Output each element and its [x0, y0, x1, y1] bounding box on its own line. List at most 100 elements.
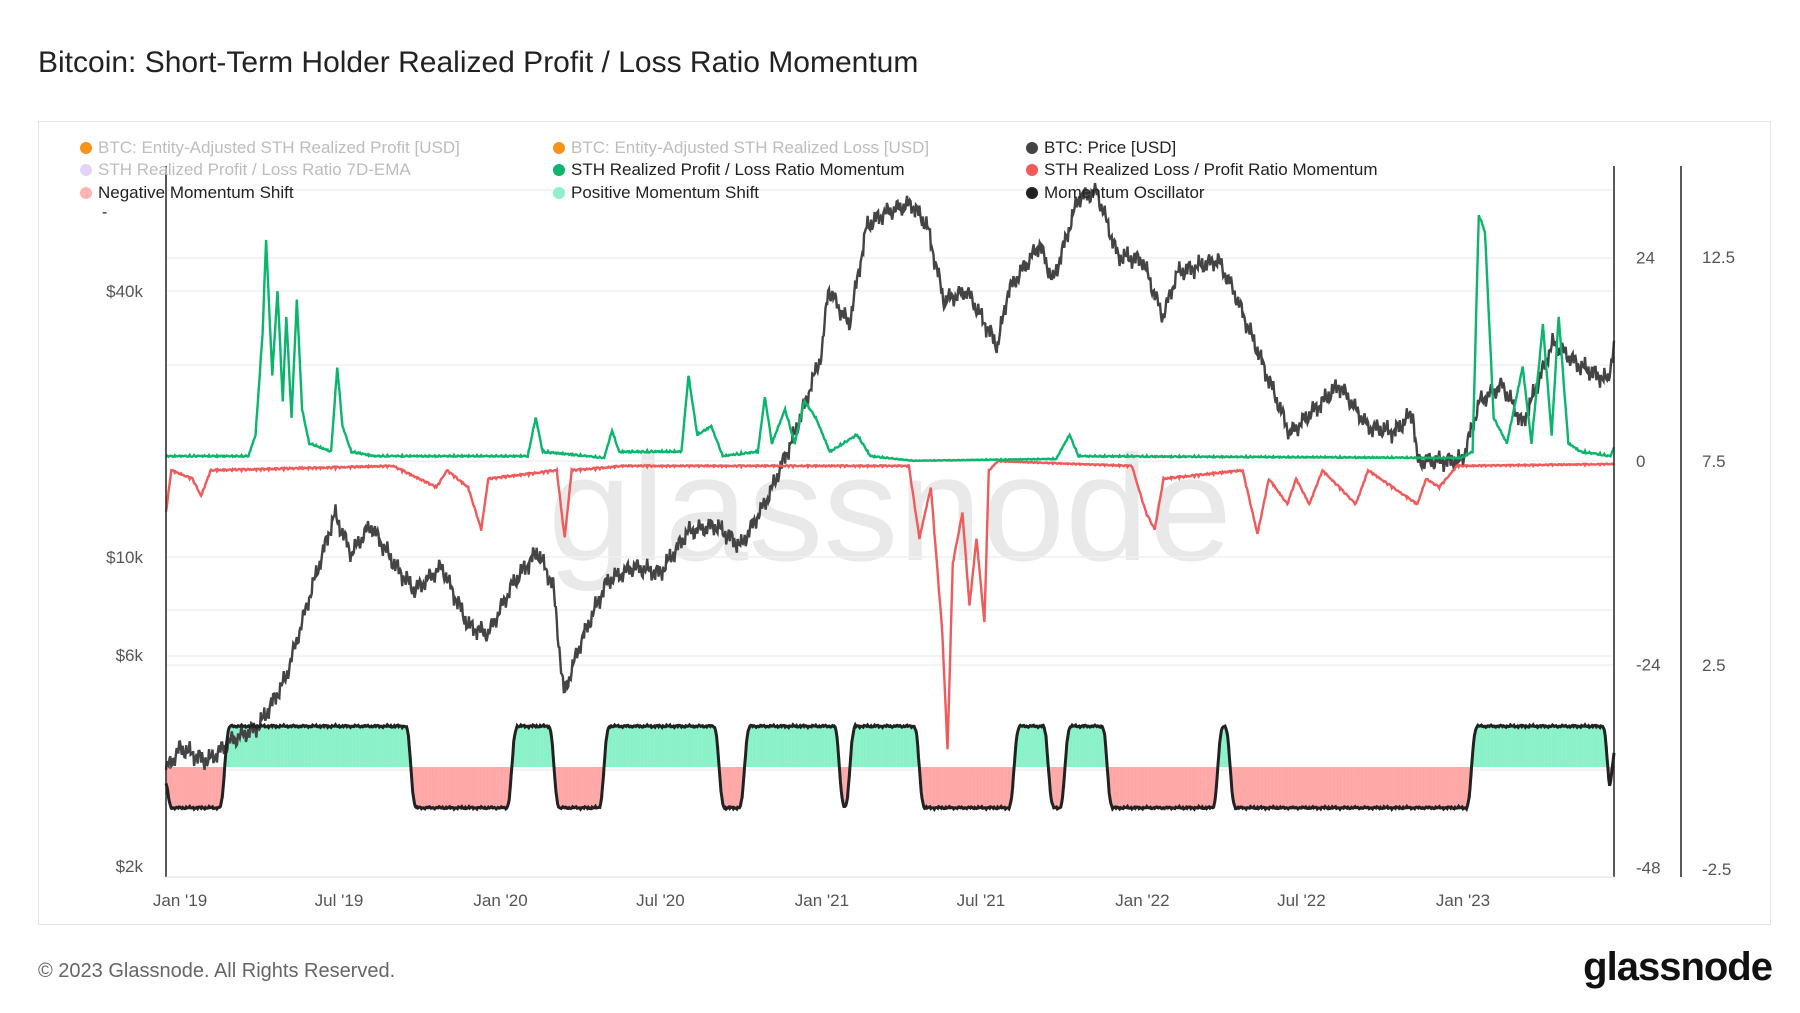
negative-momentum-shift-bar — [438, 767, 441, 808]
positive-momentum-shift-bar — [712, 726, 715, 767]
negative-momentum-shift-bar — [594, 767, 597, 808]
positive-momentum-shift-bar — [1100, 726, 1103, 767]
positive-momentum-shift-bar — [260, 726, 263, 767]
negative-momentum-shift-bar — [569, 767, 572, 808]
negative-momentum-shift-bar — [482, 767, 485, 808]
legend-item[interactable]: BTC: Price [USD] — [1026, 138, 1176, 158]
negative-momentum-shift-bar — [1272, 767, 1275, 808]
positive-momentum-shift-bar — [1221, 731, 1224, 767]
legend-item[interactable]: STH Realized Loss / Profit Ratio Momentu… — [1026, 160, 1378, 180]
positive-momentum-shift-bar — [893, 726, 895, 767]
negative-momentum-shift-bar — [1344, 767, 1347, 808]
negative-momentum-shift-bar — [1160, 767, 1162, 808]
negative-momentum-shift-bar — [931, 767, 934, 808]
negative-momentum-shift-bar — [213, 767, 216, 808]
negative-momentum-shift-bar — [1189, 767, 1192, 808]
positive-momentum-shift-bar — [1098, 726, 1101, 767]
momentum-oscillator-line — [164, 721, 1616, 813]
negative-momentum-shift-bar — [578, 767, 581, 808]
positive-momentum-shift-bar — [364, 726, 367, 767]
momentum-tick-label: -48 — [1636, 859, 1661, 878]
negative-momentum-shift-bar — [1428, 767, 1431, 808]
positive-momentum-shift-bar — [264, 726, 267, 767]
positive-momentum-shift-bar — [1019, 726, 1022, 767]
negative-momentum-shift-bar — [176, 767, 179, 808]
legend-item[interactable]: STH Realized Profit / Loss Ratio 7D-EMA — [80, 160, 411, 180]
negative-momentum-shift-bar — [1419, 767, 1422, 808]
negative-momentum-shift-bar — [1404, 767, 1407, 808]
positive-momentum-shift-bar — [267, 726, 270, 767]
positive-momentum-shift-bar — [374, 726, 377, 767]
positive-momentum-shift-bar — [1037, 726, 1039, 767]
negative-momentum-shift-bar — [585, 767, 588, 808]
positive-momentum-shift-bar — [708, 726, 711, 767]
positive-momentum-shift-bar — [1541, 726, 1544, 767]
legend-item[interactable]: Momentum Oscillator — [1026, 183, 1205, 203]
positive-momentum-shift-bar — [791, 726, 794, 767]
positive-momentum-shift-bar — [747, 735, 750, 767]
positive-momentum-shift-bar — [1079, 726, 1082, 767]
legend-item[interactable]: Negative Momentum Shift — [80, 183, 294, 203]
positive-momentum-shift-bar — [684, 726, 686, 767]
positive-momentum-shift-bar — [232, 726, 235, 767]
negative-momentum-shift-bar — [591, 767, 593, 808]
positive-momentum-shift-bar — [1599, 726, 1601, 767]
positive-momentum-shift-bar — [295, 726, 298, 767]
negative-momentum-shift-bar — [194, 767, 196, 808]
positive-momentum-shift-bar — [826, 726, 829, 767]
negative-momentum-shift-bar — [1409, 767, 1412, 808]
negative-momentum-shift-bar — [1448, 767, 1450, 808]
negative-momentum-shift-bar — [1407, 767, 1410, 808]
positive-momentum-shift-bar — [655, 726, 658, 767]
negative-momentum-shift-bar — [965, 767, 967, 808]
negative-momentum-shift-bar — [480, 767, 483, 808]
positive-momentum-shift-bar — [770, 726, 773, 767]
positive-momentum-shift-bar — [870, 726, 873, 767]
legend-item[interactable]: Positive Momentum Shift — [553, 183, 759, 203]
positive-momentum-shift-bar — [536, 726, 539, 767]
negative-momentum-shift-bar — [589, 767, 592, 808]
positive-momentum-shift-bar — [680, 726, 683, 767]
positive-momentum-shift-bar — [1521, 726, 1524, 767]
positive-momentum-shift-bar — [241, 726, 244, 767]
negative-momentum-shift-bar — [1233, 767, 1236, 803]
positive-momentum-shift-bar — [1504, 726, 1507, 767]
legend-item[interactable]: BTC: Entity-Adjusted STH Realized Loss [… — [553, 138, 929, 158]
negative-momentum-shift-bar — [972, 767, 975, 808]
negative-momentum-shift-bar — [1186, 767, 1189, 808]
legend-extra: - — [102, 204, 108, 221]
positive-momentum-shift-bar — [866, 726, 869, 767]
negative-momentum-shift-bar — [559, 767, 562, 808]
positive-momentum-shift-bar — [873, 726, 876, 767]
positive-momentum-shift-bar — [666, 726, 669, 767]
legend-item[interactable]: BTC: Entity-Adjusted STH Realized Profit… — [80, 138, 460, 158]
negative-momentum-shift-bar — [1163, 767, 1166, 808]
positive-momentum-shift-bar — [792, 726, 795, 767]
negative-momentum-shift-bar — [452, 767, 455, 808]
negative-momentum-shift-bar — [1237, 767, 1240, 808]
positive-momentum-shift-bar — [543, 726, 546, 767]
negative-momentum-shift-bar — [199, 767, 202, 808]
negative-momentum-shift-bar — [738, 767, 741, 808]
positive-momentum-shift-bar — [350, 726, 353, 767]
negative-momentum-shift-bar — [949, 767, 952, 808]
negative-momentum-shift-bar — [735, 767, 737, 808]
positive-momentum-shift-bar — [373, 726, 376, 767]
positive-momentum-shift-bar — [540, 726, 542, 767]
legend-item[interactable]: STH Realized Profit / Loss Ratio Momentu… — [553, 160, 905, 180]
negative-momentum-shift-bar — [487, 767, 490, 808]
positive-momentum-shift-bar — [641, 726, 644, 767]
positive-momentum-shift-bar — [1084, 726, 1087, 767]
positive-momentum-shift-bar — [1481, 726, 1484, 767]
negative-momentum-shift-bar — [1298, 767, 1301, 808]
positive-momentum-shift-bar — [801, 726, 804, 767]
positive-momentum-shift-bar — [831, 726, 834, 767]
negative-momentum-shift-bar — [431, 767, 434, 808]
positive-momentum-shift-bar — [659, 726, 662, 767]
negative-momentum-shift-bar — [504, 767, 507, 808]
positive-momentum-shift-bar — [403, 726, 405, 767]
positive-momentum-shift-bar — [627, 726, 630, 767]
negative-momentum-shift-bar — [1367, 767, 1370, 808]
negative-momentum-shift-bar — [1351, 767, 1354, 808]
negative-momentum-shift-bar — [557, 767, 560, 803]
